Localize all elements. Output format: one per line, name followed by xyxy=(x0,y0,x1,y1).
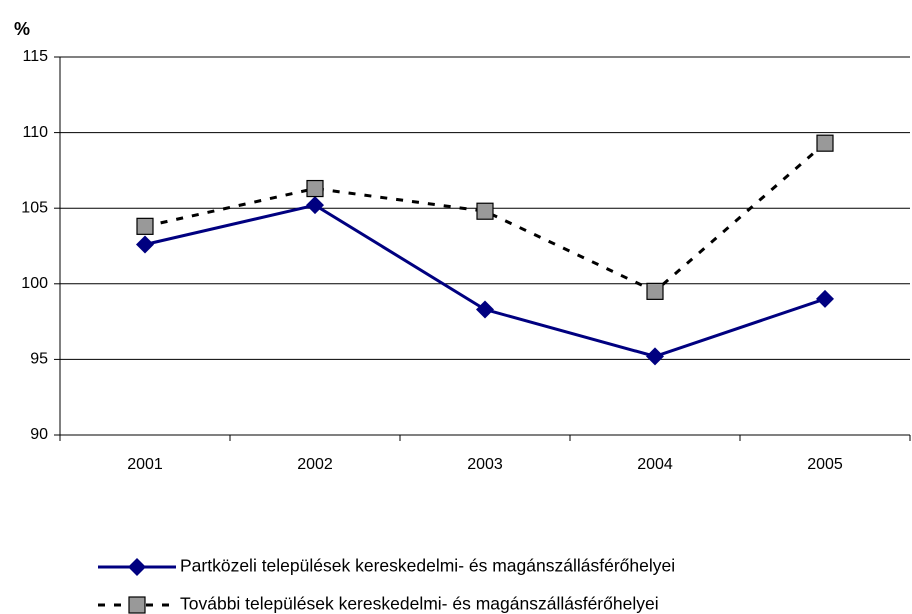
x-tick-label: 2003 xyxy=(467,456,503,473)
y-tick-label: 90 xyxy=(30,426,48,443)
y-axis-label: % xyxy=(14,19,30,39)
x-tick-label: 2004 xyxy=(637,456,673,473)
series-line xyxy=(144,203,826,358)
y-tick-label: 115 xyxy=(22,48,48,65)
legend-marker xyxy=(128,596,146,614)
y-tick-label: 95 xyxy=(30,351,48,368)
data-point xyxy=(646,282,664,300)
data-point xyxy=(136,217,154,235)
data-point xyxy=(646,347,664,366)
data-point xyxy=(816,289,834,308)
series-line xyxy=(144,142,826,294)
data-point xyxy=(306,196,324,215)
legend-marker xyxy=(128,558,146,576)
x-tick-label: 2005 xyxy=(807,456,843,473)
legend-label: További települések kereskedelmi- és mag… xyxy=(180,594,659,614)
data-point xyxy=(136,235,154,254)
legend-label: Partközeli települések kereskedelmi- és … xyxy=(180,556,675,576)
y-tick-label: 110 xyxy=(22,124,48,141)
data-point xyxy=(816,134,834,152)
y-tick-label: 100 xyxy=(21,275,48,292)
data-point xyxy=(306,179,324,198)
x-tick-label: 2001 xyxy=(127,456,163,473)
data-point xyxy=(476,202,494,220)
y-tick-label: 105 xyxy=(21,199,48,216)
x-tick-label: 2002 xyxy=(297,456,333,473)
data-point xyxy=(476,300,494,319)
